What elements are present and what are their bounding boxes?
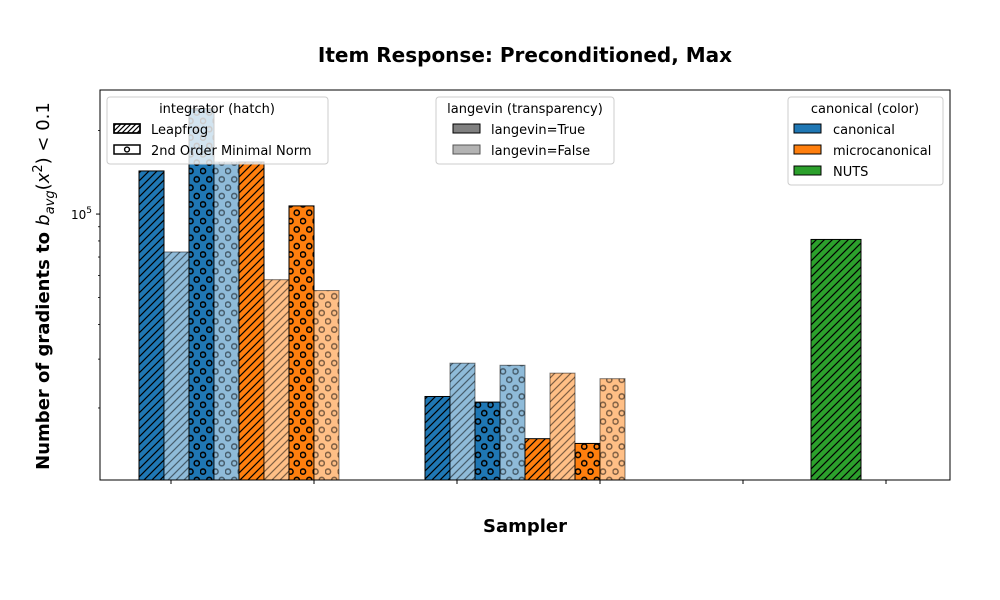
legend-swatch-leapfrog-hatch xyxy=(113,123,141,134)
bar-hatch-6 xyxy=(288,205,315,480)
legend-label: NUTS xyxy=(833,165,868,180)
y-ticks: 105 xyxy=(71,130,100,409)
bar-hatch-1 xyxy=(163,251,190,480)
chart-title: Item Response: Preconditioned, Max xyxy=(318,43,732,67)
bar-hatch-5 xyxy=(263,279,290,480)
bar-hatch-14 xyxy=(574,442,601,480)
legend-label: langevin=False xyxy=(491,144,590,159)
legend-frame xyxy=(106,96,329,165)
legend-swatch-microcanonical xyxy=(793,144,822,155)
bar-hatch-16 xyxy=(810,238,862,480)
legend-swatch-nuts xyxy=(793,165,822,176)
legend-integrator: integrator (hatch) Leapfrog 2nd Order Mi… xyxy=(106,96,329,165)
y-tick-label-0: 105 xyxy=(71,206,92,222)
legend-canonical: canonical (color) canonical microcanonic… xyxy=(787,96,944,186)
legend-title: integrator (hatch) xyxy=(159,102,275,117)
bar-hatch-11 xyxy=(499,364,526,480)
bars-group xyxy=(138,108,862,480)
legend-swatch-canonical xyxy=(793,123,822,134)
legend-label: microcanonical xyxy=(833,144,931,159)
bar-hatch-0 xyxy=(138,170,165,480)
legend-langevin: langevin (transparency) langevin=True la… xyxy=(435,96,615,165)
legend-label: langevin=True xyxy=(491,123,585,138)
legend-frame xyxy=(787,96,944,186)
legend-label: 2nd Order Minimal Norm xyxy=(151,144,311,159)
bar-hatch-2 xyxy=(188,108,215,480)
bar-hatch-12 xyxy=(524,438,551,480)
x-ticks xyxy=(170,480,887,484)
legend-swatch-dark-gray xyxy=(452,123,481,134)
plot-frame xyxy=(99,89,951,481)
y-axis-label: Number of gradients to bavg(x2) < 0.1 xyxy=(31,102,58,470)
bar-hatch-7 xyxy=(313,290,340,480)
bar-hatch-9 xyxy=(449,362,476,480)
legend-title: canonical (color) xyxy=(811,102,919,117)
legend-swatch-light-gray xyxy=(452,144,481,155)
bar-hatch-8 xyxy=(424,395,451,480)
bar-hatch-15 xyxy=(599,378,626,480)
bar-hatch-3 xyxy=(213,161,240,480)
bar-hatch-10 xyxy=(474,401,501,480)
legend-label: Leapfrog xyxy=(151,123,208,138)
legend-swatch-circles xyxy=(113,144,141,155)
bar-hatch-4 xyxy=(238,161,265,480)
bar-hatch-13 xyxy=(549,372,576,480)
legend-label: canonical xyxy=(833,123,895,138)
legend-swatch-circle-mark xyxy=(123,146,131,153)
legend-title: langevin (transparency) xyxy=(447,102,603,117)
x-axis-label: Sampler xyxy=(483,516,567,537)
